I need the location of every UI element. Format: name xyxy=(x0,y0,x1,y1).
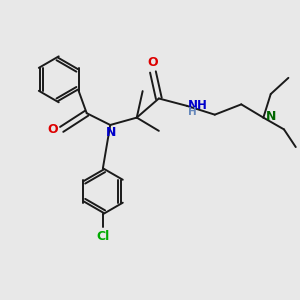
Text: NH: NH xyxy=(188,99,208,112)
Text: N: N xyxy=(106,126,116,140)
Text: N: N xyxy=(266,110,276,123)
Text: Cl: Cl xyxy=(96,230,110,242)
Text: H: H xyxy=(188,107,197,117)
Text: O: O xyxy=(47,123,58,136)
Text: O: O xyxy=(148,56,158,69)
